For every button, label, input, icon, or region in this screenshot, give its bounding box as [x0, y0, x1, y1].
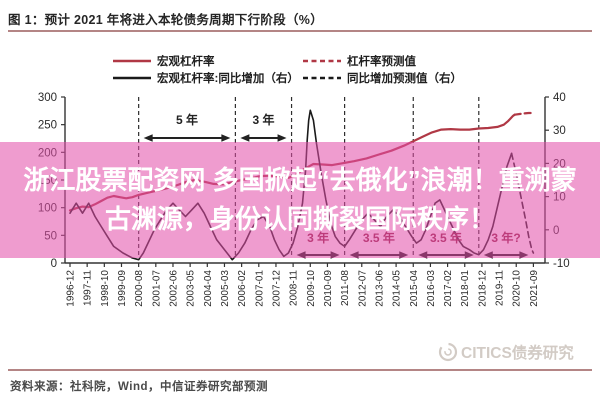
x-tick-label: 2016-03	[426, 270, 437, 307]
x-tick-label: 2021-09	[529, 270, 540, 307]
overlay-text-line-1: 浙江股票配资网 多国掀起“去俄化”浪潮！重溯蒙	[23, 165, 577, 196]
x-axis-ticks: 1996-12 1997-11 1998-10 1999-09 2000-08 2001-…	[66, 263, 540, 307]
phase-annotation: 3 年	[240, 112, 287, 142]
citics-logo-inner-icon	[444, 348, 452, 356]
arrow-left-icon	[240, 134, 250, 142]
overlay-banner: 浙江股票配资网 多国掀起“去俄化”浪潮！重溯蒙 古渊源，身份认同撕裂国际秩序！	[0, 142, 600, 258]
x-tick-label: 1998-10	[100, 270, 111, 307]
x-tick-label: 2017-02	[443, 270, 454, 307]
x-tick-label: 2011-08	[340, 270, 351, 306]
phase-annotation: 5 年	[143, 112, 231, 142]
bottom-rule	[8, 369, 592, 371]
arrow-right-icon	[277, 134, 287, 142]
series-forecast	[513, 111, 535, 116]
legend-label: 杠杆率预测值	[347, 54, 416, 68]
x-tick-label: 2007-12	[271, 270, 282, 307]
x-tick-label: 2010-09	[323, 270, 334, 307]
x-tick-label: 2000-08	[134, 270, 145, 307]
overlay-text-line-2: 古渊源，身份认同撕裂国际秩序！	[104, 203, 495, 234]
annotation-label: 3 年	[252, 112, 274, 127]
x-tick-label: 2012-07	[357, 270, 368, 307]
right-tick-label: -10	[553, 258, 570, 270]
x-tick-label: 2001-07	[151, 270, 162, 307]
title-rule	[8, 30, 592, 32]
x-tick-label: 2008-11	[289, 270, 300, 306]
x-tick-label: 1999-09	[117, 270, 128, 307]
x-tick-label: 2015-04	[409, 270, 420, 307]
annotation-label: 5 年	[176, 112, 198, 127]
x-tick-label: 2014-05	[392, 270, 403, 307]
x-tick-label: 2013-06	[374, 270, 385, 307]
x-tick-label: 2004-04	[203, 270, 214, 307]
source-text: 资料来源：社科院，Wind，中信证券研究部预测	[10, 381, 268, 393]
x-tick-label: 2019-11	[495, 270, 506, 306]
x-tick-label: 2006-02	[237, 270, 248, 307]
legend-label: 宏观杠杆率:同比增加（右）	[157, 71, 299, 85]
x-tick-label: 2003-05	[186, 270, 197, 307]
left-tick-label: 250	[38, 120, 57, 132]
right-tick-label: 40	[553, 92, 566, 104]
legend-label: 宏观杠杆率	[157, 54, 215, 68]
citics-logo-icon	[438, 342, 458, 362]
x-tick-label: 2009-10	[306, 270, 317, 307]
x-tick-label: 2018-12	[477, 270, 488, 307]
x-tick-label: 2007-01	[254, 270, 265, 307]
watermark-text: CITICS债券研究	[461, 343, 574, 362]
x-tick-label: 1997-11	[83, 270, 94, 306]
right-tick-label: 30	[553, 125, 566, 137]
x-tick-label: 2018-01	[460, 270, 471, 307]
figure-title: 图 1：预计 2021 年将进入本轮债务周期下行阶段（%）	[8, 13, 323, 27]
left-tick-label: 0	[51, 258, 57, 270]
x-tick-label: 1996-12	[66, 270, 77, 307]
legend-label: 同比增加预测值（右）	[347, 71, 462, 85]
x-tick-label: 2020-10	[512, 270, 523, 307]
arrow-right-icon	[221, 134, 231, 142]
x-tick-label: 2005-03	[220, 270, 231, 307]
x-tick-label: 2002-06	[168, 270, 179, 307]
left-tick-label: 300	[38, 92, 57, 104]
watermark: CITICS债券研究	[438, 342, 574, 362]
arrow-left-icon	[143, 134, 153, 142]
